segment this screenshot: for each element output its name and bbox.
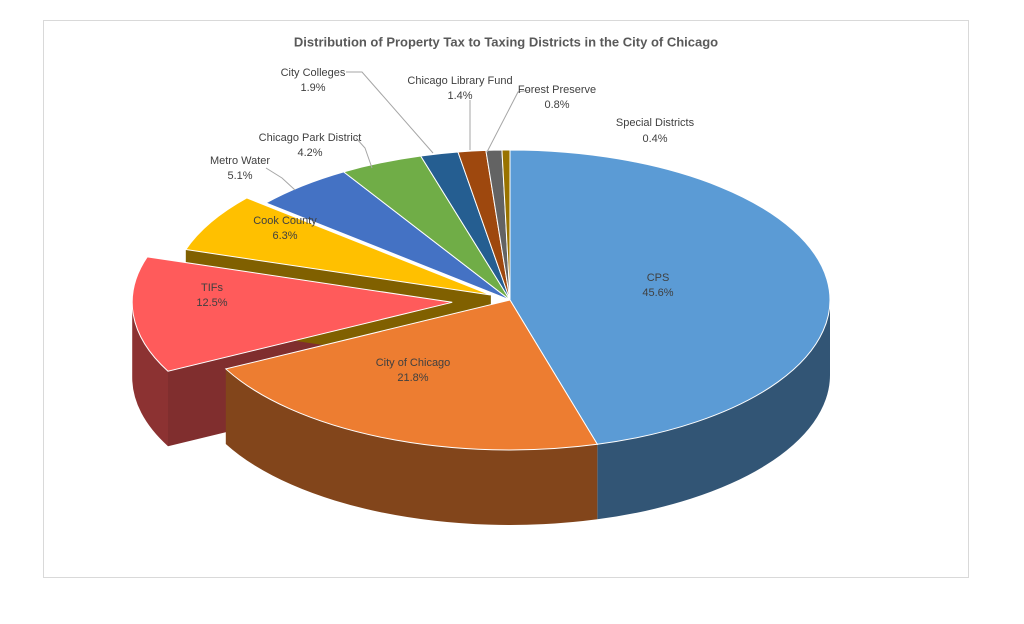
- data-label-name: Chicago Park District: [259, 132, 362, 144]
- data-label-value: 21.8%: [397, 372, 428, 384]
- data-label-name: CPS: [647, 272, 670, 284]
- data-label-value: 1.9%: [300, 82, 325, 94]
- data-label-name: Chicago Library Fund: [407, 75, 512, 87]
- data-label-value: 0.4%: [642, 133, 667, 145]
- pie-slice: [224, 299, 599, 451]
- data-label-name: Cook County: [253, 215, 317, 227]
- data-label-value: 4.2%: [297, 147, 322, 159]
- data-label-value: 1.4%: [447, 90, 472, 102]
- data-label-name: TIFs: [201, 282, 223, 294]
- leader-line: [486, 89, 531, 153]
- pie-slice: [184, 197, 491, 296]
- data-label-name: City Colleges: [281, 67, 346, 79]
- pie-slice: [501, 149, 511, 301]
- data-label-value: 45.6%: [642, 287, 673, 299]
- data-label-value: 5.1%: [227, 170, 252, 182]
- leader-line: [265, 167, 296, 191]
- data-label-value: 6.3%: [272, 230, 297, 242]
- data-label-name: Forest Preserve: [518, 84, 596, 96]
- leader-line: [346, 71, 434, 154]
- data-label-value: 12.5%: [196, 297, 227, 309]
- pie-slice: [131, 256, 453, 372]
- pie-side: [597, 300, 830, 520]
- leader-line: [355, 137, 373, 169]
- data-label-name: Special Districts: [616, 117, 695, 129]
- data-label-value: 0.8%: [544, 99, 569, 111]
- pie-side: [225, 368, 598, 525]
- chart-title: Distribution of Property Tax to Taxing D…: [294, 34, 718, 49]
- pie-slice: [509, 149, 831, 445]
- data-label-name: City of Chicago: [376, 357, 451, 369]
- data-label-name: Metro Water: [210, 155, 270, 167]
